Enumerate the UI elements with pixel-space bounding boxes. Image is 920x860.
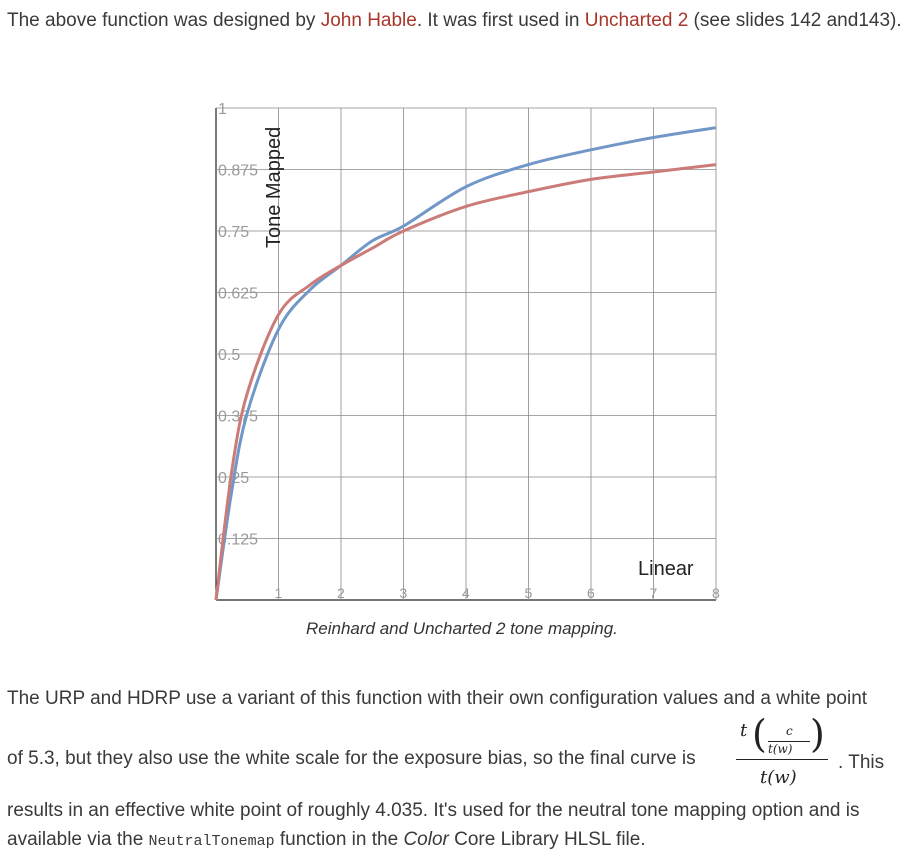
y-tick-label: 0.75 xyxy=(218,224,249,241)
formula-c: c xyxy=(786,724,793,738)
formula-inner-denominator: t(w) xyxy=(768,742,793,756)
x-tick-label: 8 xyxy=(712,585,720,601)
neutral-tonemap-code: NeutralTonemap xyxy=(148,833,275,850)
x-tick-label: 5 xyxy=(525,585,533,601)
outro-text-3b: function in the xyxy=(274,829,404,850)
formula-fraction-bar xyxy=(736,759,828,760)
y-tick-label: 0.375 xyxy=(218,409,258,426)
y-tick-label: 0.625 xyxy=(218,286,258,303)
outro-line-1: The URP and HDRP use a variant of this f… xyxy=(7,688,868,709)
chart-caption: Reinhard and Uncharted 2 tone mapping. xyxy=(306,619,618,638)
x-tick-label: 1 xyxy=(275,585,283,601)
uncharted-2-link[interactable]: Uncharted 2 xyxy=(584,10,689,31)
series-line-1 xyxy=(214,126,717,601)
x-tick-label: 3 xyxy=(400,585,408,601)
y-tick-label: 0.5 xyxy=(218,347,240,364)
chart-grid xyxy=(215,107,717,601)
outro-text-3a: results in an effective white point of r… xyxy=(7,800,860,850)
x-axis-title: Linear xyxy=(638,558,694,580)
y-tick-label: 0.125 xyxy=(218,532,258,549)
intro-text-1: The above function was designed by xyxy=(7,10,321,31)
formula-denominator: t(w) xyxy=(760,767,797,788)
x-tick-label: 7 xyxy=(650,585,658,601)
formula-left-paren: ( xyxy=(752,712,767,756)
intro-text-3: (see slides 142 and143). xyxy=(688,10,902,31)
chart-series xyxy=(214,126,717,601)
outro-line-3: results in an effective white point of r… xyxy=(7,796,914,856)
intro-paragraph: The above function was designed by John … xyxy=(7,6,914,35)
x-tick-label: 2 xyxy=(337,585,345,601)
formula-t: t xyxy=(740,720,748,741)
john-hable-link[interactable]: John Hable xyxy=(320,10,417,31)
x-tick-label: 4 xyxy=(462,585,470,601)
intro-text-2: . It was first used in xyxy=(416,10,585,31)
formula-right-paren: ) xyxy=(810,712,825,756)
color-emphasis: Color xyxy=(403,829,449,850)
formula-inner-bar xyxy=(768,741,810,742)
y-tick-label: 1 xyxy=(218,101,227,118)
final-curve-formula: t ( c t(w) ) t(w) xyxy=(734,712,832,794)
series-line-2 xyxy=(214,163,717,601)
x-tick-labels: 1 2 3 4 5 6 7 8 xyxy=(275,585,721,601)
y-tick-label: 0.875 xyxy=(218,163,258,180)
y-axis-title: Tone Mapped xyxy=(263,127,285,248)
outro-text-3c: Core Library HLSL file. xyxy=(448,829,646,850)
x-tick-label: 6 xyxy=(587,585,595,601)
outro-line-2: of 5.3, but they also use the white scal… xyxy=(7,748,696,769)
outro-this: . This xyxy=(838,752,885,773)
